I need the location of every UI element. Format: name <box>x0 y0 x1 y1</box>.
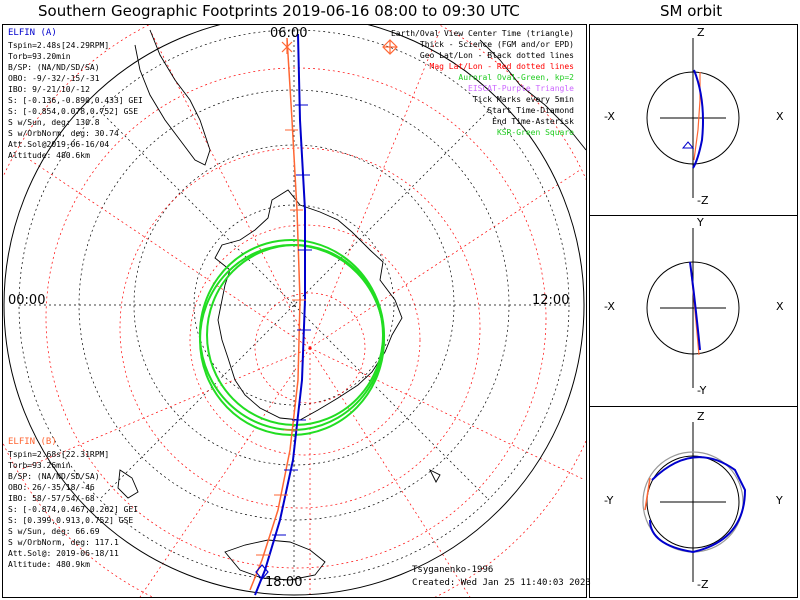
orbit-frame <box>589 24 798 598</box>
clock-label-top: 06:00 <box>270 26 308 41</box>
legend-item: KSR-Green Square <box>496 128 574 137</box>
legend-item: EISCAT-Purple Triangle <box>468 84 574 93</box>
elfin-a-track <box>254 33 306 596</box>
orbit-axis-left: -X <box>604 300 615 313</box>
elfin-a-title: ELFIN (A) <box>8 28 57 38</box>
orbit-a-path <box>689 261 701 351</box>
elfin-b-info-line: S w/OrbNorm, deg: 117.1 <box>8 538 119 547</box>
orbit-axis-left: -X <box>604 110 615 123</box>
elfin-b-title: ELFIN (B) <box>8 437 57 447</box>
elfin-a-info-line: S: [-0.854,0.078,0.752] GSE <box>8 107 139 116</box>
auroral-oval <box>198 239 386 436</box>
orbit-a-path <box>649 456 747 554</box>
orbit-title: SM orbit <box>660 2 723 20</box>
page-title: Southern Geographic Footprints 2019-06-1… <box>38 2 520 20</box>
south-america-coast <box>134 29 211 166</box>
orbit-axis-bottom: -Z <box>697 194 709 207</box>
elfin-b-info-line: S w/Sun, deg: 66.69 <box>8 527 100 536</box>
orbit-axis-right: X <box>776 300 784 313</box>
orbit-axis-top: Z <box>697 26 705 39</box>
model-label: Tsyganenko-1996 <box>412 565 494 575</box>
elfin-b-ticks <box>256 129 306 556</box>
orbit-axis-bottom: -Z <box>697 578 709 591</box>
orbit-axis-right: X <box>776 110 784 123</box>
elfin-a-info-line: Torb=93.20min <box>8 52 71 61</box>
legend-item: End Time-Asterisk <box>492 117 574 126</box>
orbit-axis-top: Y <box>697 216 704 229</box>
africa-coast <box>479 39 586 151</box>
clock-label-right: 12:00 <box>532 293 570 308</box>
legend-item: Geo Lat/Lon - Black dotted lines <box>419 51 574 60</box>
elfin-b-info-line: S: [-0.874,0.467,0.262] GEI <box>8 505 139 514</box>
elfin-b-info-line: Torb=93.26min <box>8 461 71 470</box>
elfin-b-info-line: Altitude: 480.9km <box>8 560 90 569</box>
elfin-a-info-line: B/SP: (NA/ND/SD/SA) <box>8 63 100 72</box>
clock-label-bottom: 18:00 <box>265 575 303 590</box>
new-zealand-coast <box>117 469 139 499</box>
start-diamond-marker <box>382 39 398 55</box>
elfin-a-info-line: IBO: 9/-21/10/-12 <box>8 85 90 94</box>
end-asterisk-marker <box>281 40 293 54</box>
kerguelen-coast <box>428 468 441 483</box>
elfin-a-info-line: OBO: -9/-32/-15/-31 <box>8 74 100 83</box>
elfin-b-info-line: S: [0.399,0.913,0.752] GSE <box>8 516 134 525</box>
orbit-panel-xy <box>646 228 740 388</box>
legend-item: Earth/Oval View Center Time (triangle) <box>390 29 574 38</box>
map-boundary <box>3 25 585 596</box>
elfin-b-info-line: IBO: 58/-57/54/-68 <box>8 494 95 503</box>
elfin-a-info-line: S w/Sun, deg: 130.8 <box>8 118 100 127</box>
elfin-b-info-line: Att.Sol@: 2019-06-18/11 <box>8 549 119 558</box>
legend-item: Tick Marks every 5min <box>472 95 574 104</box>
antarctica-coast <box>214 189 403 421</box>
orbit-axis-left: -Y <box>604 494 614 507</box>
legend-item: Thick - Science (FGM and/or EPD) <box>419 40 574 49</box>
australia-coast <box>224 539 326 581</box>
elfin-a-info-line: S w/OrbNorm, deg: 30.74 <box>8 129 119 138</box>
map-frame <box>2 24 587 598</box>
clock-label-left: 00:00 <box>8 293 46 308</box>
elfin-b-info-line: OBO: 26/-35/18/-46 <box>8 483 95 492</box>
elfin-a-info-line: Att.Sol@2019-06-16/04 <box>8 140 110 149</box>
orbit-a-path <box>692 69 704 169</box>
legend-item: Start Time-Diamond <box>487 106 574 115</box>
elfin-b-track <box>249 37 301 591</box>
orbit-panel-xz <box>646 38 740 198</box>
orbit-axis-top: Z <box>697 410 705 423</box>
orbit-b-arc <box>644 477 651 511</box>
orbit-axis-bottom: -Y <box>697 384 707 397</box>
elfin-a-info-line: Tspin=2.48s[24.29RPM] <box>8 41 110 50</box>
geo-grid <box>18 29 570 581</box>
elfin-b-info-line: Tspin=2.68s[22.31RPM] <box>8 450 110 459</box>
legend-item: Mag Lat/Lon - Red dotted lines <box>429 62 575 71</box>
elfin-b-path <box>249 37 301 591</box>
elfin-b-info-line: B/SP: (NA/ND/SD/SA) <box>8 472 100 481</box>
mag-grid <box>3 25 586 597</box>
start-diamond-marker <box>255 564 269 580</box>
elfin-a-info-line: S: [-0.136,-0.890,0.433] GEI <box>8 96 143 105</box>
coastlines <box>117 29 586 581</box>
orbit-panel-yz <box>642 422 747 582</box>
created-label: Created: Wed Jan 25 11:40:03 2023 <box>412 578 591 588</box>
elfin-a-ticks <box>272 104 312 536</box>
orbit-a-start <box>681 141 695 149</box>
legend-item: Auroral Oval-Green, kp=2 <box>458 73 574 82</box>
orbit-axis-right: Y <box>776 494 783 507</box>
elfin-a-path <box>254 33 306 596</box>
elfin-a-info-line: Altitude: 480.6km <box>8 151 90 160</box>
